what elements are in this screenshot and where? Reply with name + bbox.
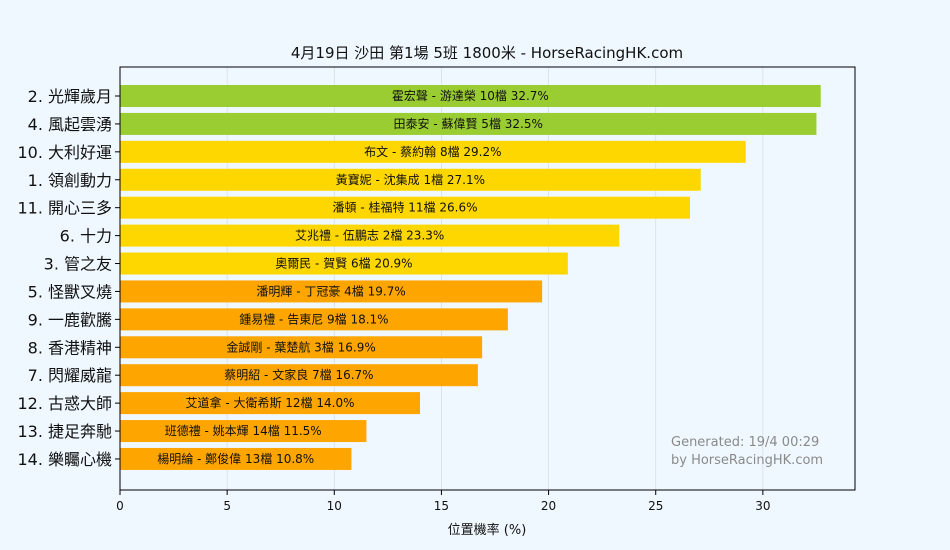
bar bbox=[120, 364, 478, 387]
bar-label: 布文 - 蔡約翰 8檔 29.2% bbox=[364, 144, 501, 159]
y-tick-label: 9. 一鹿歡騰 bbox=[28, 310, 112, 329]
axes-frame bbox=[119, 66, 856, 491]
bar-label: 班德禮 - 姚本輝 14檔 11.5% bbox=[165, 423, 322, 438]
bar-labels: 霍宏聲 - 游達榮 10檔 32.7% 田泰安 - 蘇偉賢 5檔 32.5% 布文 … bbox=[157, 88, 549, 466]
y-tick-labels: 2. 光輝歲月 4. 風起雲湧 10. 大利好運 1. 領創動力 11. 開心三多 6. … bbox=[17, 87, 120, 469]
bar-label: 艾兆禮 - 伍鵬志 2檔 23.3% bbox=[295, 229, 444, 243]
bar-label: 艾道拿 - 大衛希斯 12檔 14.0% bbox=[186, 395, 355, 410]
bar bbox=[120, 168, 701, 191]
bar bbox=[120, 280, 543, 303]
bar-label: 楊明綸 - 鄭俊偉 13檔 10.8% bbox=[157, 451, 314, 466]
bar bbox=[120, 420, 367, 443]
y-tick-label: 13. 捷足奔馳 bbox=[17, 422, 112, 441]
x-tick-label: 30 bbox=[755, 499, 770, 513]
chart-title: 4月19日 沙田 第1場 5班 1800米 - HorseRacingHK.co… bbox=[291, 44, 683, 62]
bar-label: 潘頓 - 桂福特 11檔 26.6% bbox=[333, 200, 478, 215]
bar-label: 蔡明紹 - 文家良 7檔 16.7% bbox=[224, 367, 373, 382]
y-tick-label: 10. 大利好運 bbox=[17, 143, 112, 162]
bar-label: 黃寶妮 - 沈集成 1檔 27.1% bbox=[336, 172, 485, 187]
y-tick-label: 1. 領創動力 bbox=[28, 171, 112, 190]
y-tick-label: 4. 風起雲湧 bbox=[28, 115, 112, 134]
bar-label: 霍宏聲 - 游達榮 10檔 32.7% bbox=[392, 88, 549, 103]
bar bbox=[120, 308, 508, 331]
y-tick-label: 5. 怪獸叉燒 bbox=[28, 282, 112, 301]
grid-lines bbox=[226, 67, 764, 490]
y-tick-label: 3. 管之友 bbox=[44, 255, 112, 274]
y-tick-label: 7. 閃耀威龍 bbox=[28, 366, 112, 385]
x-tick-label: 20 bbox=[541, 499, 556, 513]
y-tick-label: 2. 光輝歲月 bbox=[28, 87, 112, 106]
y-tick-label: 8. 香港精神 bbox=[28, 338, 112, 357]
bar bbox=[120, 336, 483, 359]
bar bbox=[120, 85, 821, 107]
x-tick-label: 25 bbox=[648, 499, 663, 513]
footer-site: by HorseRacingHK.com bbox=[671, 453, 823, 468]
y-tick-label: 11. 開心三多 bbox=[17, 199, 112, 218]
bar-label: 鍾易禮 - 告東尼 9檔 18.1% bbox=[239, 312, 388, 326]
bar bbox=[120, 112, 817, 135]
bar bbox=[120, 140, 746, 163]
x-tick-label: 5 bbox=[223, 499, 231, 513]
x-axis-label: 位置機率 (%) bbox=[448, 522, 527, 538]
x-tick-label: 0 bbox=[116, 499, 124, 513]
bar bbox=[120, 447, 352, 470]
bars bbox=[120, 85, 821, 470]
x-tick-label: 10 bbox=[327, 499, 342, 513]
bar-label: 奧爾民 - 賀賢 6檔 20.9% bbox=[275, 257, 412, 271]
y-tick-label: 12. 古惑大師 bbox=[17, 394, 112, 413]
bar bbox=[120, 196, 690, 219]
y-tick-label: 6. 十力 bbox=[60, 227, 112, 246]
footer-generated: Generated: 19/4 00:29 bbox=[671, 435, 819, 450]
y-tick-label: 14. 樂矚心機 bbox=[17, 450, 112, 469]
bar bbox=[120, 252, 568, 275]
x-tick-label: 15 bbox=[434, 499, 449, 513]
bar bbox=[120, 224, 620, 247]
bar bbox=[120, 392, 420, 415]
bar-label: 田泰安 - 蘇偉賢 5檔 32.5% bbox=[394, 116, 543, 131]
bar-label: 潘明輝 - 丁冠豪 4檔 19.7% bbox=[256, 283, 405, 298]
x-ticks: 0 5 10 15 20 25 30 bbox=[116, 490, 770, 513]
bar-label: 金誠剛 - 葉楚航 3檔 16.9% bbox=[226, 339, 375, 354]
